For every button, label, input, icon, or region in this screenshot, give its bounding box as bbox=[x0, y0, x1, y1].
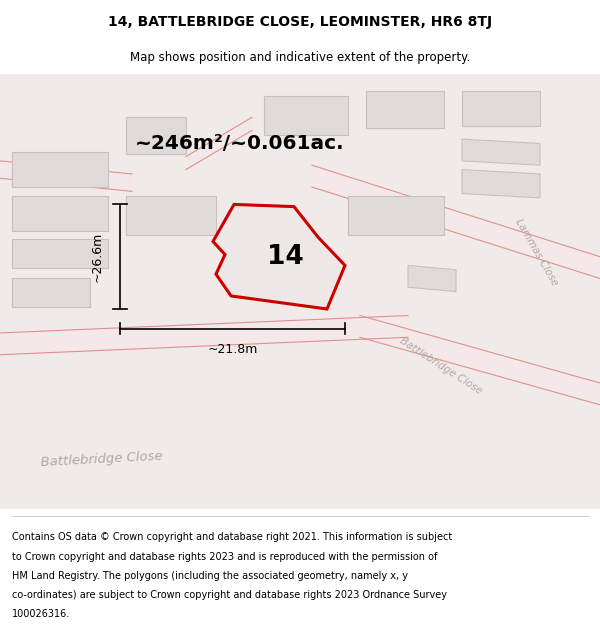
Text: 100026316.: 100026316. bbox=[12, 609, 70, 619]
Text: Lammas Close: Lammas Close bbox=[514, 217, 560, 288]
Text: Contains OS data © Crown copyright and database right 2021. This information is : Contains OS data © Crown copyright and d… bbox=[12, 532, 452, 542]
Text: ~26.6m: ~26.6m bbox=[91, 232, 104, 282]
Polygon shape bbox=[348, 196, 444, 235]
Polygon shape bbox=[213, 204, 345, 309]
Text: ~21.8m: ~21.8m bbox=[208, 343, 257, 356]
Polygon shape bbox=[12, 279, 90, 307]
Polygon shape bbox=[462, 169, 540, 198]
Text: Battlebridge Close: Battlebridge Close bbox=[398, 336, 484, 396]
Text: Map shows position and indicative extent of the property.: Map shows position and indicative extent… bbox=[130, 51, 470, 64]
Text: to Crown copyright and database rights 2023 and is reproduced with the permissio: to Crown copyright and database rights 2… bbox=[12, 552, 437, 562]
Text: co-ordinates) are subject to Crown copyright and database rights 2023 Ordnance S: co-ordinates) are subject to Crown copyr… bbox=[12, 590, 447, 600]
Polygon shape bbox=[462, 91, 540, 126]
Polygon shape bbox=[126, 196, 216, 235]
Polygon shape bbox=[264, 96, 348, 135]
Polygon shape bbox=[462, 139, 540, 165]
Text: 14, BATTLEBRIDGE CLOSE, LEOMINSTER, HR6 8TJ: 14, BATTLEBRIDGE CLOSE, LEOMINSTER, HR6 … bbox=[108, 15, 492, 29]
Text: Battlebridge Close: Battlebridge Close bbox=[41, 449, 163, 469]
Text: HM Land Registry. The polygons (including the associated geometry, namely x, y: HM Land Registry. The polygons (includin… bbox=[12, 571, 408, 581]
Text: ~246m²/~0.061ac.: ~246m²/~0.061ac. bbox=[135, 134, 345, 153]
Polygon shape bbox=[12, 239, 108, 268]
Polygon shape bbox=[12, 196, 108, 231]
Polygon shape bbox=[366, 91, 444, 128]
Polygon shape bbox=[408, 266, 456, 291]
Text: 14: 14 bbox=[266, 244, 304, 270]
Polygon shape bbox=[12, 152, 108, 187]
Polygon shape bbox=[126, 118, 186, 154]
